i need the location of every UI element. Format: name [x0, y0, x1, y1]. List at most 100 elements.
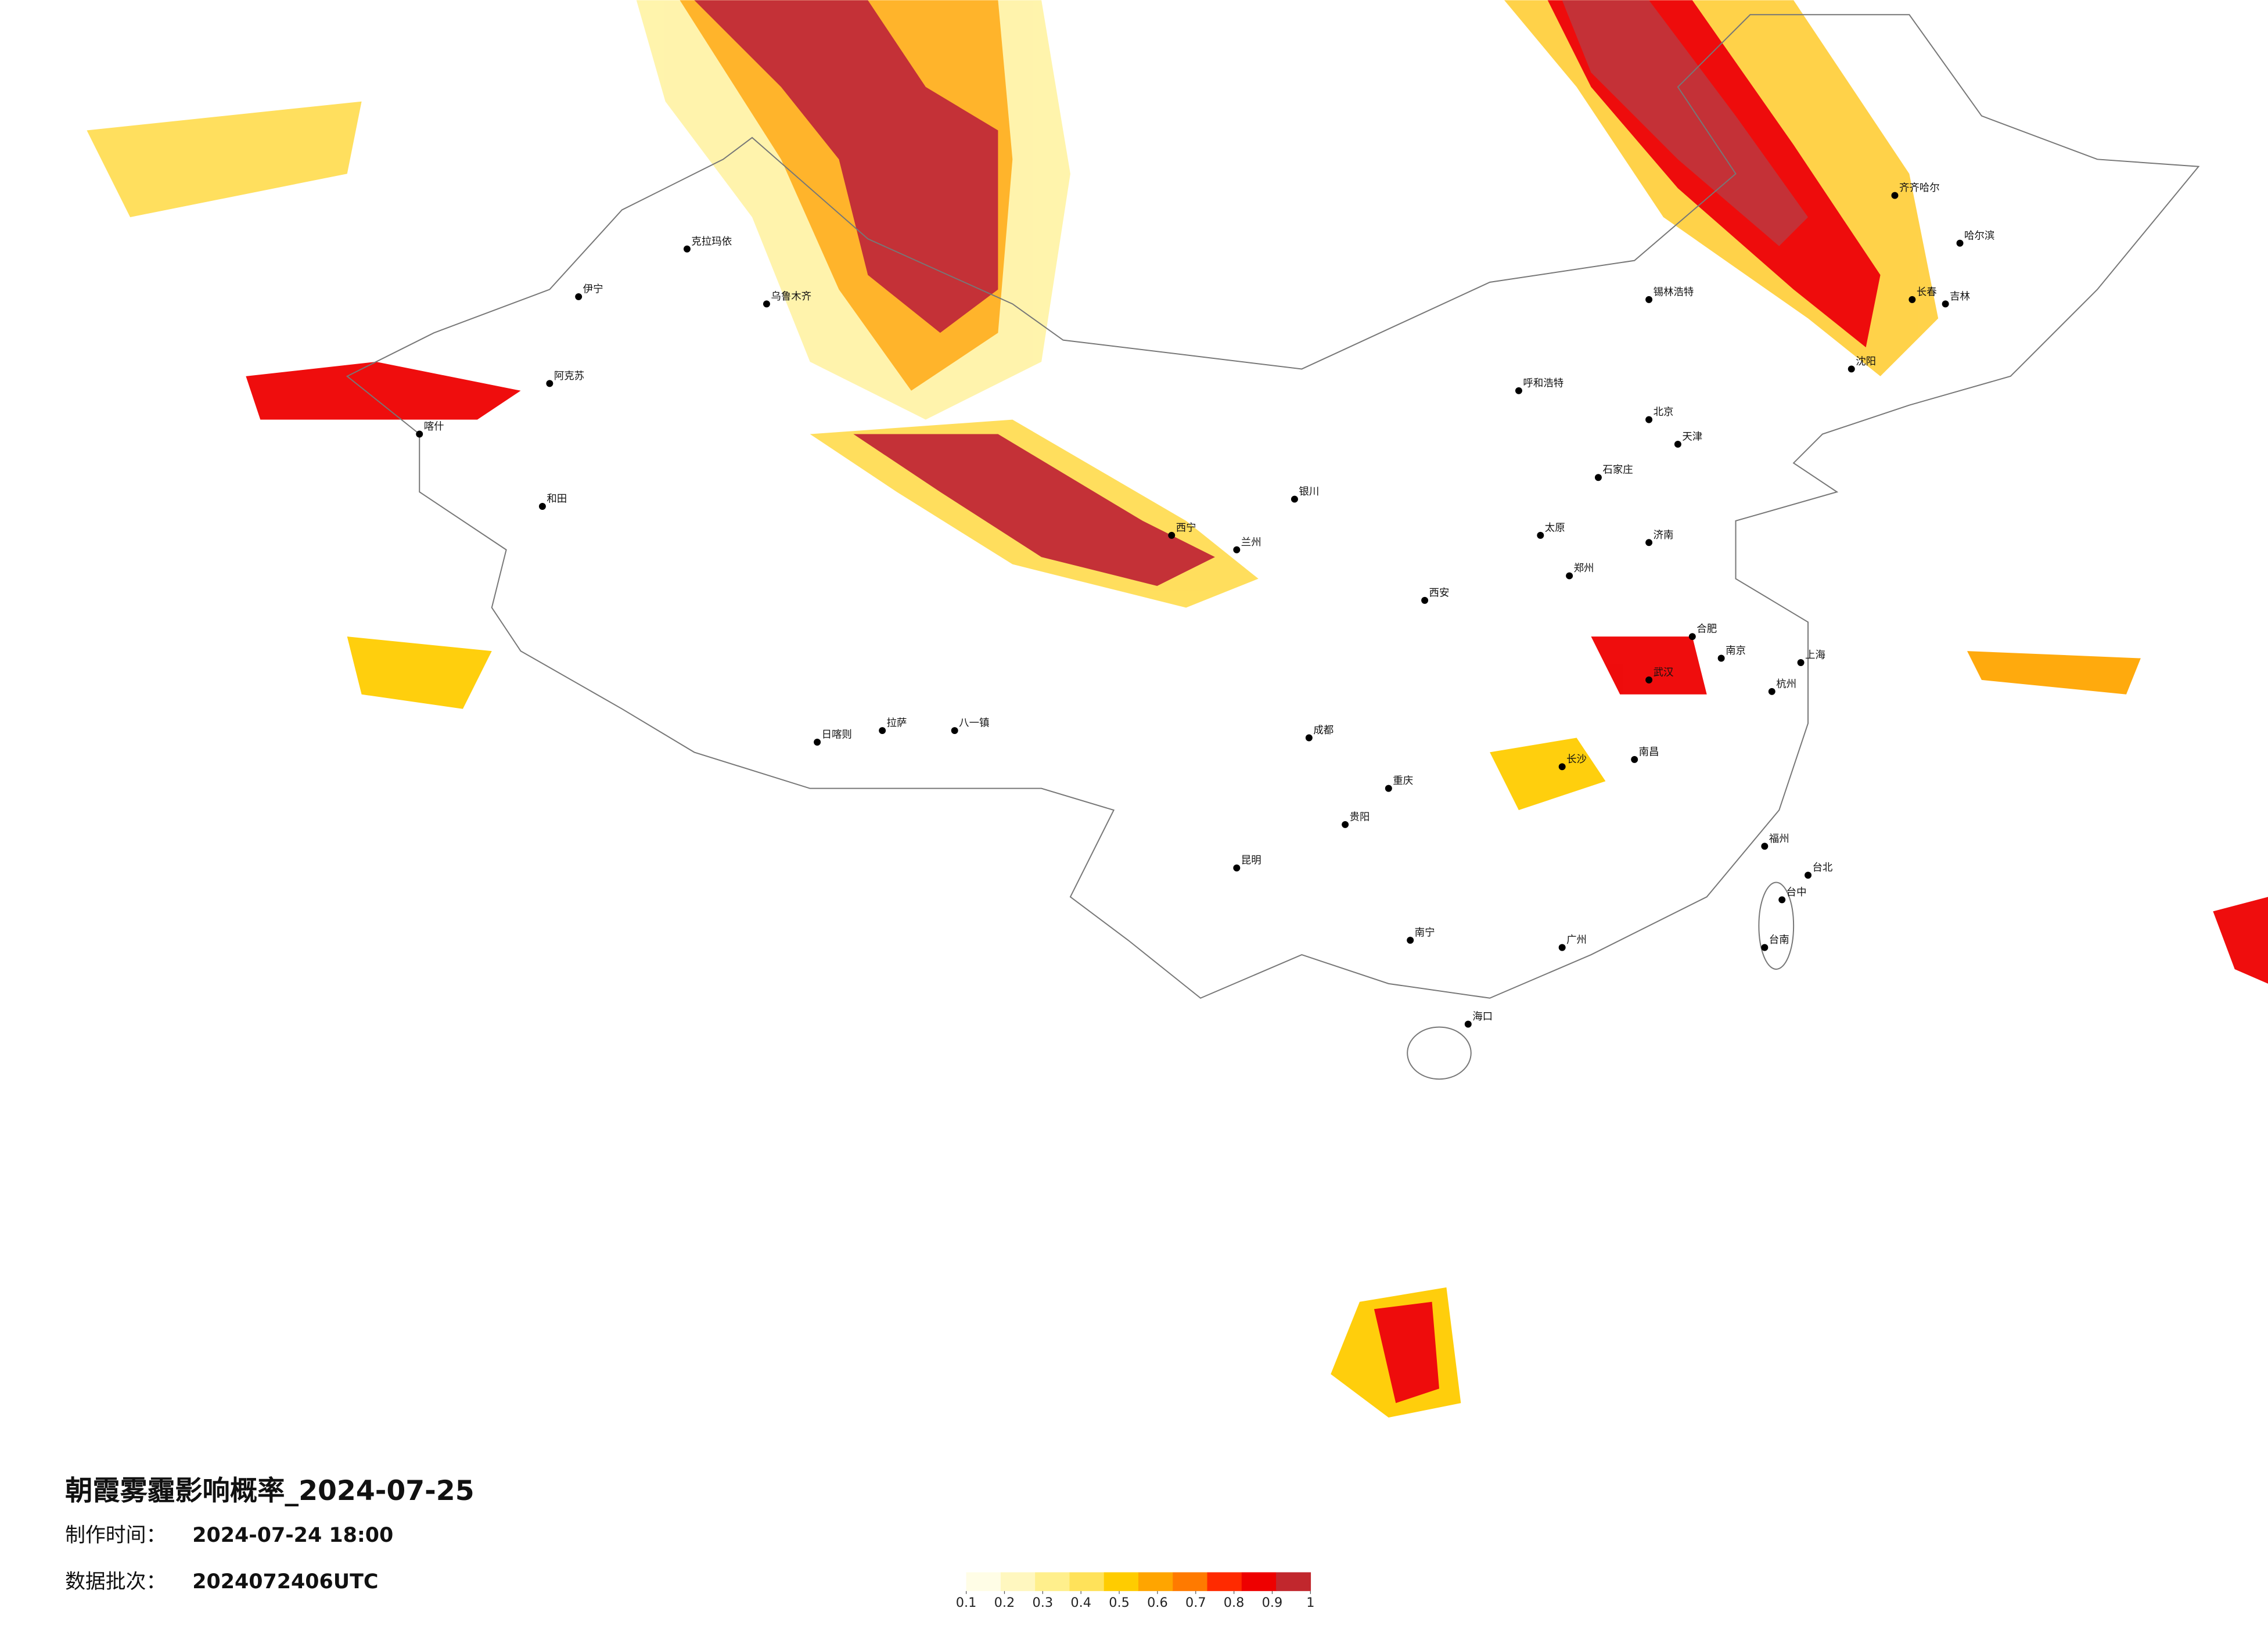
haze-field — [87, 0, 2268, 1418]
city-dot — [1421, 596, 1429, 604]
legend-tick-label: 0.7 — [1185, 1595, 1206, 1610]
city-label: 银川 — [1299, 486, 1319, 498]
city-label: 齐齐哈尔 — [1899, 182, 1940, 194]
legend-tick-label: 0.8 — [1224, 1595, 1245, 1610]
city-label: 上海 — [1805, 650, 1825, 661]
taiwan — [1758, 882, 1795, 970]
city-label: 沈阳 — [1856, 356, 1876, 368]
city-label: 合肥 — [1696, 624, 1717, 635]
legend-tick-label: 0.1 — [956, 1595, 977, 1610]
city-label: 重庆 — [1393, 775, 1413, 787]
borders — [346, 14, 2200, 1080]
title: 朝霞雾霾影响概率_2024-07-25 — [65, 1475, 475, 1507]
city-dot — [1558, 944, 1566, 951]
city-dot — [1537, 531, 1544, 539]
legend-swatch — [966, 1572, 1001, 1591]
city-label: 台中 — [1787, 887, 1807, 898]
legend-swatch — [1276, 1572, 1311, 1591]
city-label: 锡林浩特 — [1654, 286, 1694, 298]
legend-swatch — [1035, 1572, 1070, 1591]
city-label: 日喀则 — [822, 729, 852, 740]
city-dot — [1645, 296, 1653, 303]
legend-tick-label: 0.5 — [1109, 1595, 1130, 1610]
city-label: 成都 — [1313, 725, 1334, 736]
city-dot — [1805, 872, 1812, 879]
city-label: 西宁 — [1176, 522, 1196, 534]
city-label: 呼和浩特 — [1523, 377, 1563, 389]
city-label: 太原 — [1545, 522, 1565, 534]
legend-swatch — [1104, 1572, 1139, 1591]
legend-swatch — [1173, 1572, 1208, 1591]
city-dot — [1291, 495, 1298, 503]
city-label: 昆明 — [1241, 855, 1261, 866]
city-dot — [1908, 296, 1916, 303]
city-dot — [951, 727, 958, 735]
city-dot — [1515, 387, 1522, 394]
city-dot — [546, 380, 553, 387]
city-dot — [879, 727, 886, 735]
city-label: 南昌 — [1639, 746, 1659, 758]
city-label: 郑州 — [1574, 563, 1594, 574]
city-dot — [416, 430, 423, 438]
city-dot — [1778, 896, 1786, 904]
city-label: 广州 — [1566, 934, 1587, 946]
legend-swatch — [1241, 1572, 1277, 1591]
legend-swatch — [1069, 1572, 1105, 1591]
city-label: 南京 — [1726, 645, 1746, 657]
city-dot — [1407, 937, 1414, 944]
city-dot — [1594, 474, 1602, 481]
batch: 2024072406UTC — [192, 1570, 378, 1593]
city-label: 哈尔滨 — [1964, 230, 1994, 242]
city-dot — [1645, 416, 1653, 423]
city-dot — [1233, 546, 1241, 553]
city-label: 八一镇 — [959, 718, 989, 729]
city-dot — [1761, 843, 1769, 850]
city-dot — [1168, 531, 1176, 539]
made-label: 制作时间： — [65, 1524, 166, 1547]
city-dot — [1717, 654, 1725, 662]
legend-tick-label: 0.4 — [1070, 1595, 1091, 1610]
city-label: 兰州 — [1241, 537, 1261, 548]
legend-tick-label: 0.2 — [994, 1595, 1015, 1610]
legend-swatch — [1207, 1572, 1242, 1591]
city-dot — [1566, 572, 1573, 580]
city-dot — [1688, 633, 1696, 641]
city-label: 吉林 — [1950, 291, 1970, 303]
city-label: 武汉 — [1654, 667, 1674, 678]
city-label: 长春 — [1917, 286, 1937, 298]
city-label: 拉萨 — [887, 718, 907, 729]
city-label: 西安 — [1429, 587, 1450, 599]
city-label: 阿克苏 — [554, 370, 584, 382]
city-dot — [1385, 785, 1392, 792]
city-label: 克拉玛依 — [691, 236, 732, 247]
city-label: 伊宁 — [583, 283, 603, 295]
city-label: 天津 — [1682, 431, 1702, 443]
city-label: 台南 — [1769, 934, 1789, 946]
city-label: 长沙 — [1566, 754, 1587, 765]
legend-tick-label: 1 — [1306, 1595, 1314, 1610]
city-dot — [763, 300, 770, 308]
legend-tick-label: 0.3 — [1033, 1595, 1054, 1610]
legend-swatch — [1138, 1572, 1173, 1591]
city-dot — [1645, 539, 1653, 546]
city-dot — [1956, 239, 1964, 247]
legend-tick-label: 0.9 — [1262, 1595, 1283, 1610]
city-dot — [1558, 763, 1566, 771]
city-dot — [575, 293, 583, 300]
city-label: 喀什 — [424, 421, 444, 433]
city-dot — [1891, 192, 1899, 199]
city-dot — [1305, 734, 1313, 742]
city-dot — [683, 245, 691, 253]
legend-tick-label: 0.6 — [1147, 1595, 1168, 1610]
city-label: 济南 — [1654, 530, 1674, 541]
city-dot — [1942, 300, 1949, 308]
city-dot — [1342, 821, 1349, 828]
legend-swatch — [1000, 1572, 1036, 1591]
made-time: 2024-07-24 18:00 — [192, 1524, 393, 1547]
city-dot — [814, 738, 821, 746]
city-dot — [1233, 864, 1241, 872]
city-label: 贵阳 — [1350, 811, 1370, 823]
city-dot — [1768, 688, 1775, 695]
